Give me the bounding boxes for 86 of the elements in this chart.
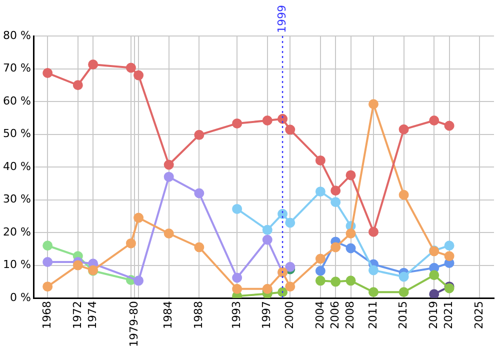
point <box>330 186 341 196</box>
y-tick-label: 0 % <box>10 290 31 304</box>
y-tick-label: 40 % <box>2 160 31 173</box>
y-tick-label: 30 % <box>2 192 31 206</box>
point <box>285 218 296 228</box>
x-tick-label: 2004 <box>313 301 326 330</box>
point <box>278 287 288 298</box>
point <box>42 257 53 268</box>
y-tick-label: 60 % <box>2 94 31 108</box>
point <box>444 251 454 262</box>
point <box>42 68 53 78</box>
x-tick-label: 1984 <box>162 301 175 330</box>
point <box>88 59 98 70</box>
point <box>429 270 440 280</box>
point <box>194 188 204 198</box>
point <box>368 265 378 276</box>
point <box>398 190 409 200</box>
x-tick-label: 2008 <box>344 301 357 330</box>
x-tick-label: 2025 <box>472 301 486 330</box>
x-tick-label: 1997 <box>260 301 274 330</box>
point <box>346 243 356 254</box>
point <box>285 124 296 135</box>
x-tick-label: 1979-80 <box>128 301 141 348</box>
x-tick-label: 2015 <box>396 301 410 330</box>
point <box>285 282 296 292</box>
point <box>398 272 409 282</box>
point <box>42 240 53 251</box>
point <box>368 99 378 110</box>
ref-line-label: 1999 <box>275 5 288 33</box>
point <box>429 289 440 298</box>
point <box>134 276 144 286</box>
point <box>398 124 409 134</box>
x-tick-label: 2019 <box>426 301 440 330</box>
point <box>262 116 272 126</box>
y-tick-label: 20 % <box>2 225 31 238</box>
point <box>315 186 326 197</box>
point <box>262 224 272 235</box>
point <box>164 160 174 170</box>
y-tick-label: 80 % <box>2 28 31 42</box>
point <box>126 62 136 73</box>
point <box>232 284 242 294</box>
point <box>42 282 53 292</box>
x-tick-label: 2021 <box>442 301 456 330</box>
point <box>278 208 288 219</box>
x-tick-label: 1974 <box>86 301 99 330</box>
x-tick-label: 1988 <box>192 301 206 330</box>
point <box>444 240 454 251</box>
point <box>315 266 326 276</box>
point <box>315 276 326 286</box>
x-tick-label: 1972 <box>70 301 84 330</box>
point <box>164 172 174 182</box>
point <box>232 272 242 283</box>
point <box>346 228 356 239</box>
point <box>346 170 356 180</box>
point <box>278 114 288 124</box>
point <box>134 70 144 80</box>
point <box>429 116 440 126</box>
y-tick-label: 70 % <box>2 62 31 75</box>
y-tick-label: 10 % <box>2 258 31 272</box>
x-tick-label: 2000 <box>282 301 296 330</box>
point <box>315 155 326 166</box>
point <box>164 228 174 239</box>
point <box>72 80 83 90</box>
point <box>126 238 136 248</box>
point <box>194 242 204 252</box>
point <box>368 287 378 298</box>
point <box>368 226 378 237</box>
point <box>72 260 83 270</box>
point <box>134 212 144 223</box>
point <box>232 204 242 214</box>
point <box>330 197 341 208</box>
point <box>262 234 272 245</box>
point <box>444 120 454 131</box>
x-tick-label: 1968 <box>40 301 54 330</box>
x-tick-label: 1993 <box>230 301 243 330</box>
x-tick-label: 2011 <box>366 301 380 330</box>
point <box>330 276 341 287</box>
point <box>232 118 242 128</box>
y-tick-label: 50 % <box>2 127 31 140</box>
point <box>330 242 341 252</box>
point <box>346 276 356 286</box>
point <box>398 287 409 298</box>
point <box>194 130 204 140</box>
point <box>285 262 296 272</box>
x-tick-label: 2006 <box>328 301 342 330</box>
point <box>315 254 326 264</box>
